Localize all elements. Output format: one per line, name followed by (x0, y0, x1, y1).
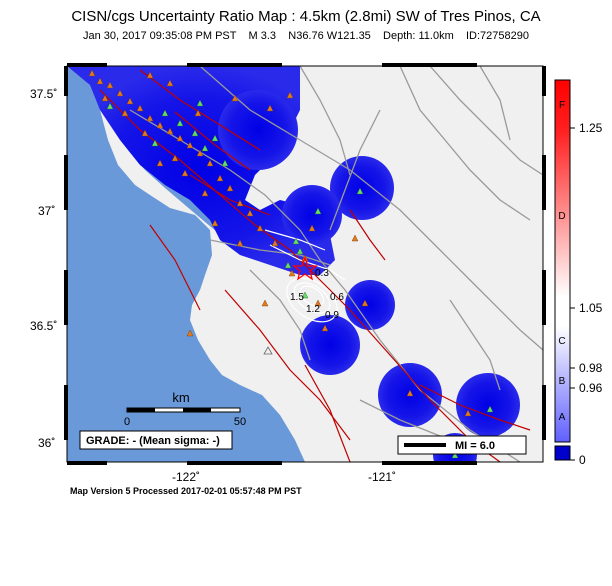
station-hollow (263, 346, 273, 355)
scale-unit: km (172, 390, 189, 405)
grade-box (79, 430, 233, 450)
uncertainty-contours (264, 229, 346, 323)
lat-label: 37.5˚ (30, 87, 57, 101)
ocean-area (67, 66, 305, 462)
colorbar-value: 0.96 (579, 381, 603, 395)
colorbar-value: 0.98 (579, 361, 603, 375)
lon-label: -122˚ (172, 470, 200, 484)
map-version-footer: Map Version 5 Processed 2017-02-01 05:57… (70, 486, 302, 496)
stations-green (106, 99, 494, 459)
colorbar-value: 1.25 (579, 121, 603, 135)
lat-label: 36˚ (38, 436, 55, 450)
map-border (64, 63, 546, 465)
grade-letter: A (559, 412, 566, 423)
lat-label: 36.5˚ (30, 319, 57, 333)
stations-orange (88, 69, 472, 417)
grade-letter: B (559, 376, 566, 387)
scale-end: 50 (234, 416, 246, 428)
contour-label: 1.5 (290, 292, 304, 303)
fault-lines (99, 69, 531, 462)
map-frame: 0.3 0.6 1.5 1.2 0.9 km 0 50 GRADE: - (Me… (67, 66, 543, 462)
contour-label: 0.6 (330, 292, 344, 303)
map-title: CISN/cgs Uncertainty Ratio Map : 4.5km (… (71, 8, 541, 25)
colorbar-value: 1.05 (579, 301, 603, 315)
scale-start: 0 (124, 416, 130, 428)
magnitude-legend-box (397, 435, 527, 455)
magnitude-legend-text: MI = 6.0 (455, 440, 495, 452)
epicenter-star (292, 256, 318, 281)
scale-bar: km 0 50 (124, 390, 246, 428)
contour-label: 0.3 (315, 268, 329, 279)
road-network (129, 66, 543, 462)
grade-letter: C (558, 336, 565, 347)
contour-label: 1.2 (306, 304, 320, 315)
colorbar: 1.25 1.05 0.98 0.96 0 F D C B A (554, 79, 603, 467)
grade-letter: F (559, 100, 565, 111)
event-subtitle: Jan 30, 2017 09:35:08 PM PST M 3.3 N36.7… (83, 30, 529, 42)
lat-label: 37˚ (38, 204, 55, 218)
grade-text: GRADE: - (Mean sigma: -) (86, 435, 220, 447)
contour-label: 0.9 (325, 310, 339, 321)
colorbar-value: 0 (579, 453, 586, 467)
grade-letter: D (558, 211, 565, 222)
lon-label: -121˚ (368, 470, 396, 484)
